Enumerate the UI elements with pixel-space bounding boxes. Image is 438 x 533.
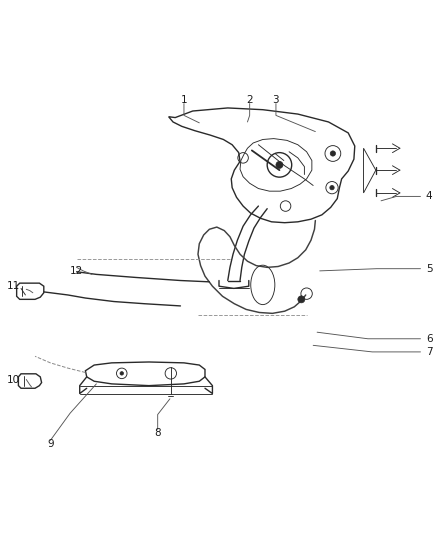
Text: 3: 3 (272, 95, 279, 105)
Circle shape (276, 161, 283, 168)
Circle shape (120, 372, 124, 375)
Circle shape (330, 185, 334, 190)
Text: 12: 12 (70, 266, 83, 276)
Text: 11: 11 (7, 281, 20, 291)
Text: 2: 2 (246, 95, 253, 105)
Text: 8: 8 (154, 428, 161, 438)
Text: 9: 9 (47, 439, 54, 449)
Text: 5: 5 (426, 264, 433, 273)
Text: 6: 6 (426, 334, 433, 344)
Text: 1: 1 (180, 95, 187, 105)
Text: 4: 4 (426, 191, 433, 201)
Circle shape (298, 296, 305, 303)
Text: 10: 10 (7, 375, 20, 385)
Text: 7: 7 (426, 347, 433, 357)
Circle shape (330, 151, 336, 156)
